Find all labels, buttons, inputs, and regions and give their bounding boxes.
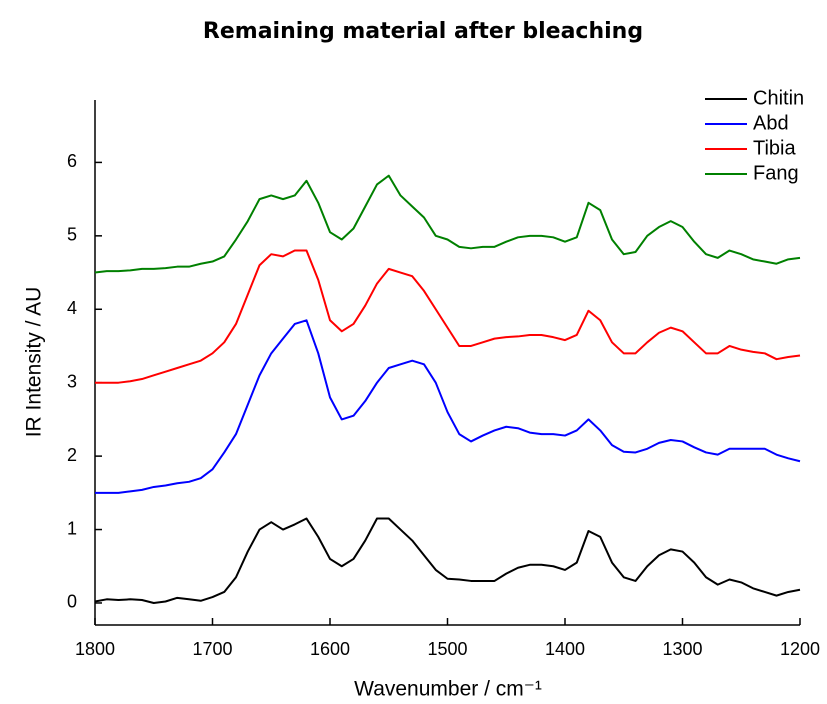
y-tick-label: 5 — [67, 225, 77, 245]
y-axis-label: IR Intensity / AU — [23, 287, 46, 438]
x-tick-label: 1800 — [75, 639, 115, 659]
legend-label: Abd — [753, 112, 789, 134]
y-tick-label: 3 — [67, 371, 77, 391]
x-tick-label: 1500 — [427, 639, 467, 659]
y-tick-label: 0 — [67, 592, 77, 612]
x-tick-label: 1600 — [310, 639, 350, 659]
series-line — [94, 174, 801, 274]
x-tick-label: 1200 — [780, 639, 820, 659]
legend-label: Tibia — [753, 137, 796, 159]
y-tick-label: 2 — [67, 445, 77, 465]
x-tick-label: 1300 — [662, 639, 702, 659]
x-tick-label: 1400 — [545, 639, 585, 659]
series-line — [95, 319, 801, 494]
series-line — [95, 249, 801, 384]
legend-label: Chitin — [753, 87, 804, 109]
series-line — [94, 517, 801, 604]
legend-label: Fang — [753, 162, 799, 184]
y-tick-label: 4 — [67, 298, 77, 318]
chart-title: Remaining material after bleaching — [203, 19, 643, 44]
x-tick-label: 1700 — [192, 639, 232, 659]
x-axis-label: Wavenumber / cm⁻¹ — [354, 678, 542, 701]
y-tick-label: 1 — [67, 518, 77, 538]
y-tick-label: 6 — [67, 151, 77, 171]
